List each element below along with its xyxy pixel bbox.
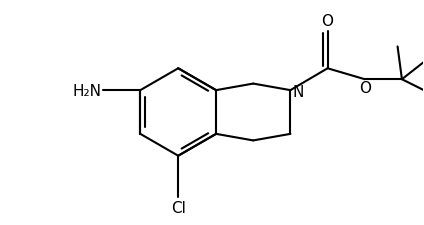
Text: Cl: Cl	[171, 200, 186, 215]
Text: H₂N: H₂N	[72, 83, 101, 98]
Text: N: N	[293, 84, 304, 99]
Text: O: O	[321, 14, 334, 29]
Text: O: O	[359, 81, 371, 96]
